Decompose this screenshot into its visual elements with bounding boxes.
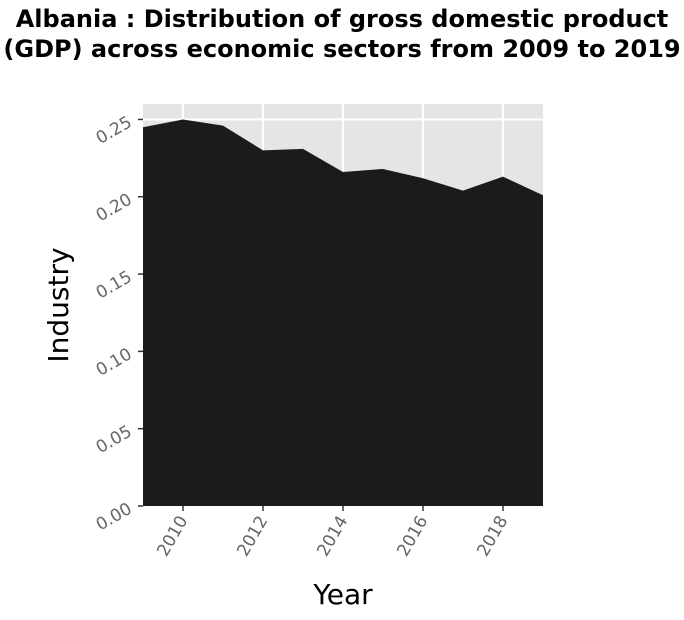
industry-area-series	[143, 119, 543, 506]
y-tick-label: 0.00	[93, 499, 136, 535]
x-tick-label: 2018	[473, 513, 512, 560]
x-axis-ticks: 2010 2012 2014 2016 2018	[153, 506, 512, 560]
x-tick-label: 2016	[393, 513, 432, 560]
y-tick-label: 0.10	[93, 344, 136, 380]
y-tick-label: 0.15	[93, 267, 136, 303]
y-tick-label: 0.05	[93, 422, 136, 458]
y-axis-ticks: 0.00 0.05 0.10 0.15 0.20 0.25	[93, 112, 143, 535]
x-axis-title: Year	[312, 578, 373, 611]
y-tick-label: 0.20	[93, 190, 136, 226]
x-tick-label: 2012	[233, 513, 272, 560]
x-tick-label: 2014	[313, 513, 352, 560]
chart-title: Albania : Distribution of gross domestic…	[3, 5, 681, 63]
y-tick-label: 0.25	[93, 112, 136, 148]
x-tick-label: 2010	[153, 513, 192, 560]
y-axis-title: Industry	[42, 247, 75, 362]
